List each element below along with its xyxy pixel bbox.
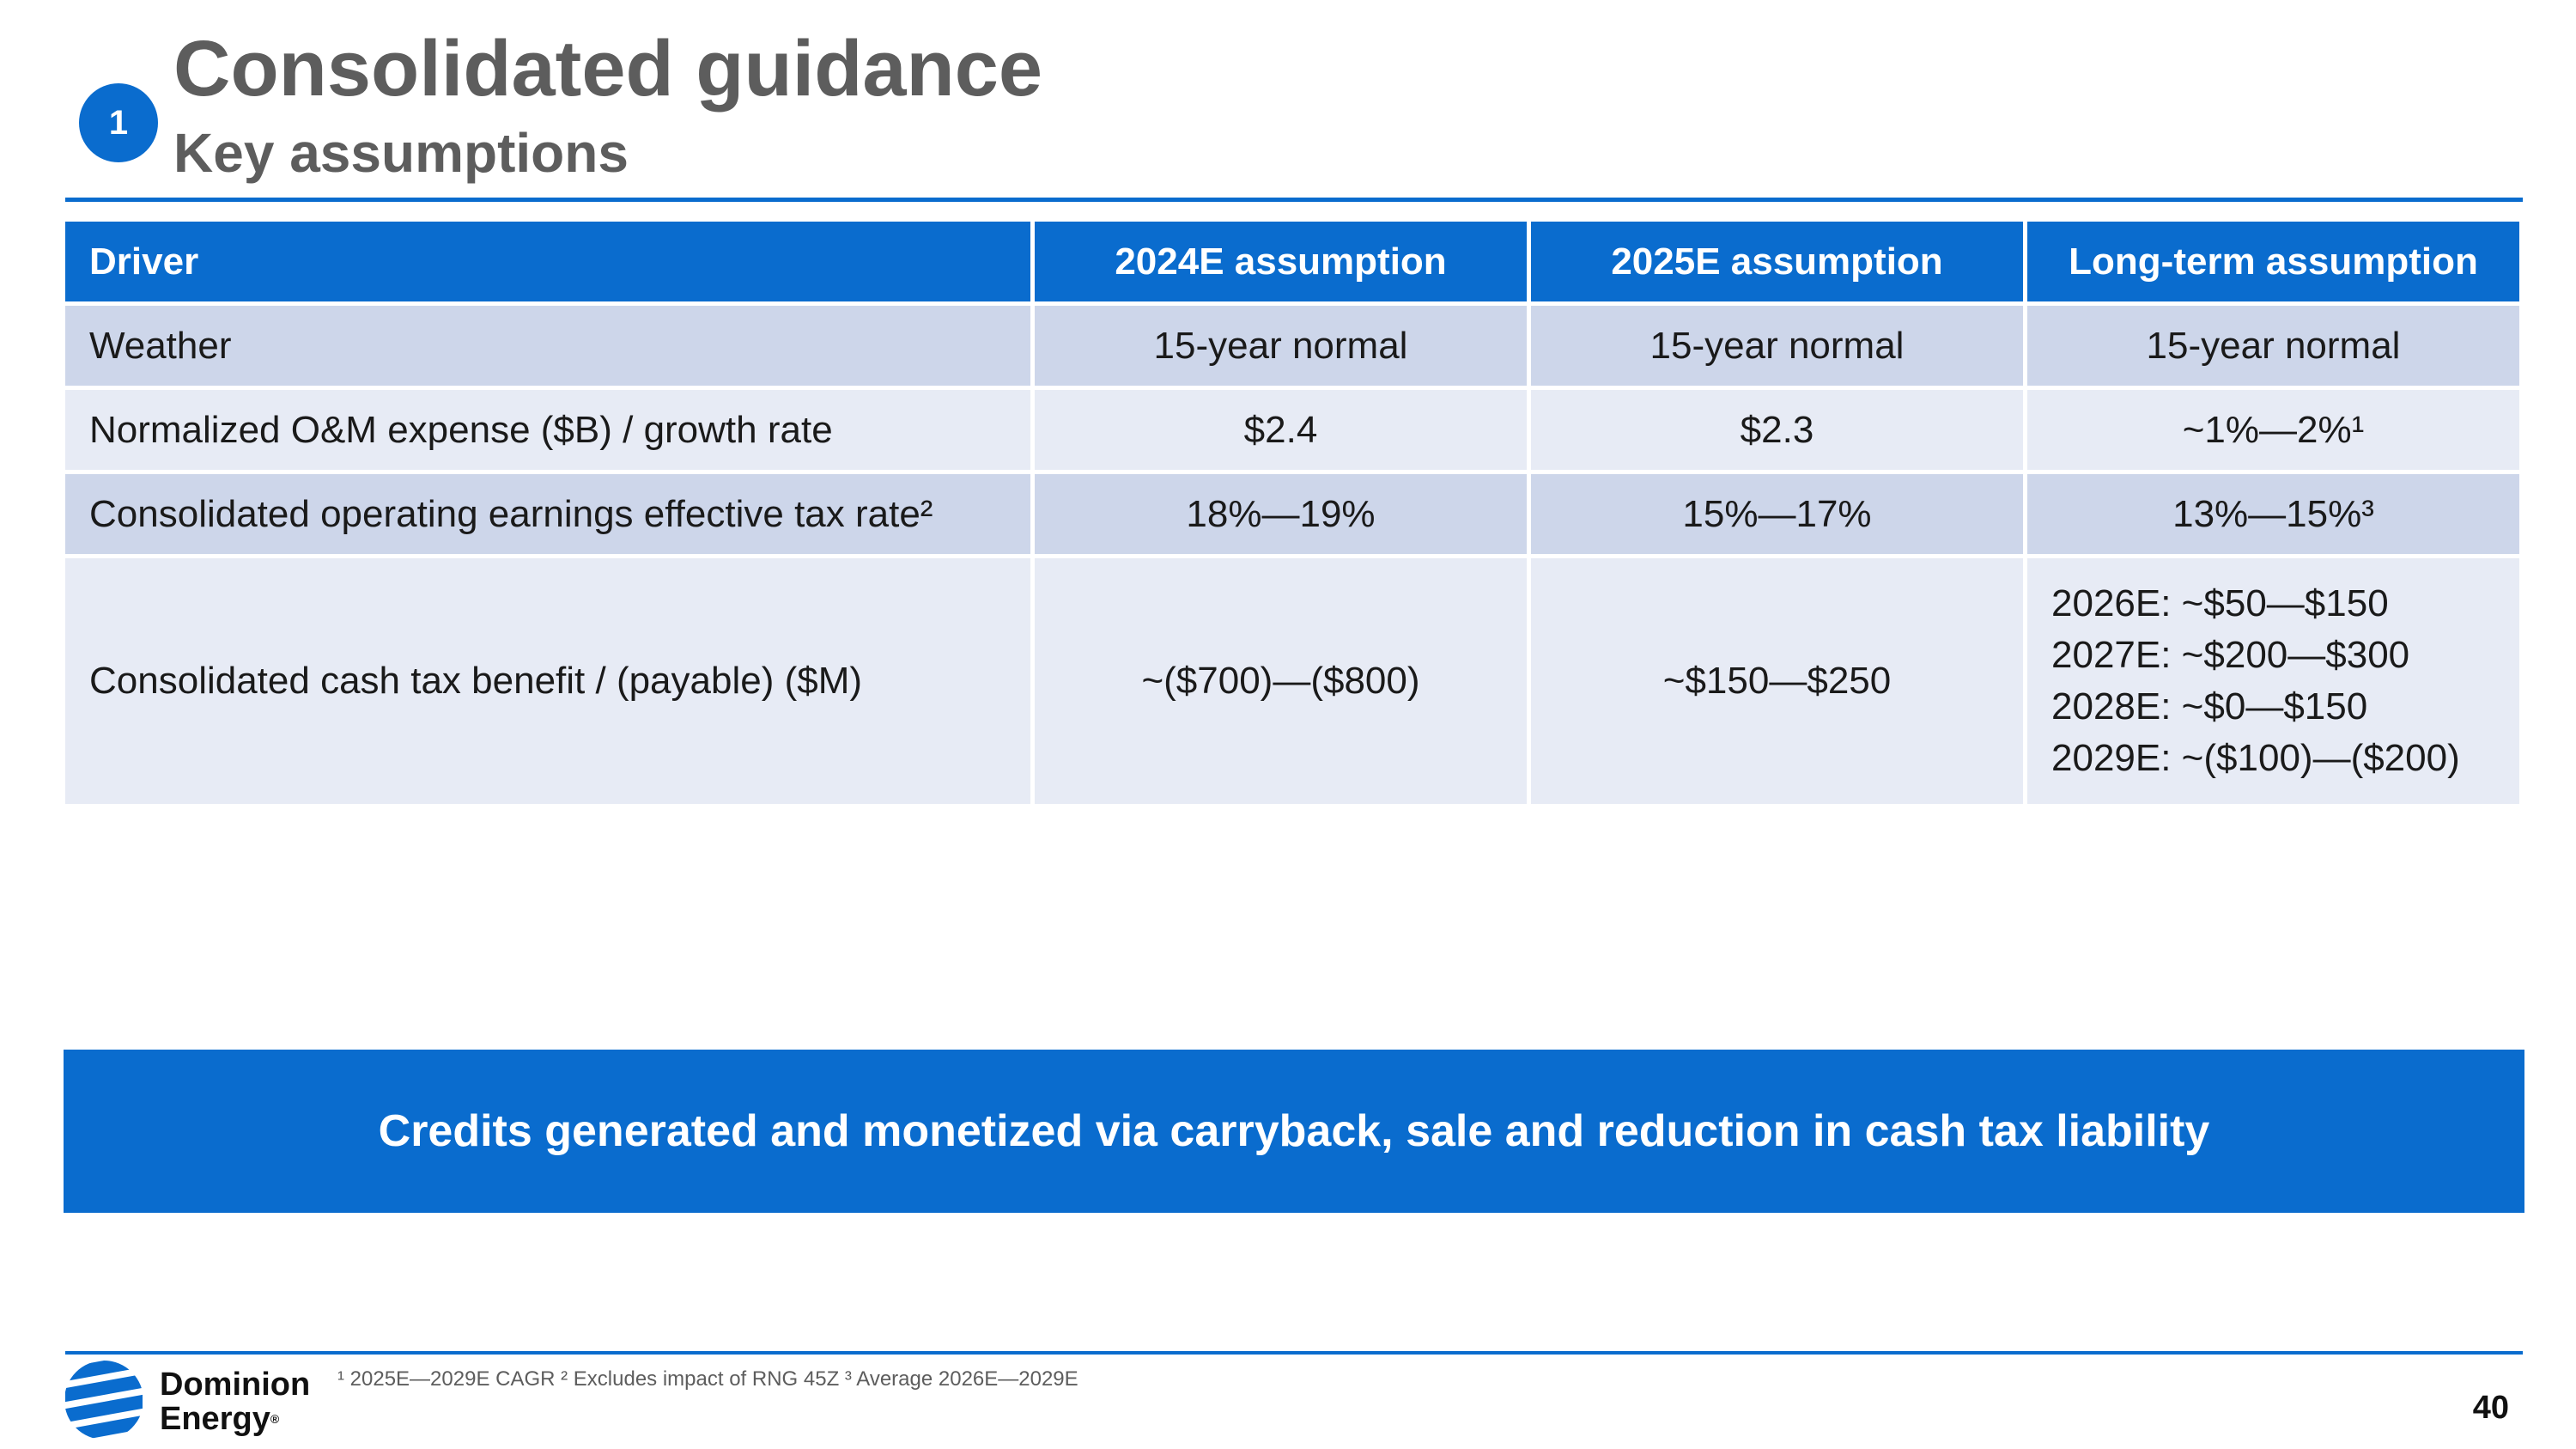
- cash-tax-2028e: 2028E: ~$0—$150: [2051, 685, 2368, 728]
- page-subtitle: Key assumptions: [173, 122, 629, 184]
- cell-2024e: $2.4: [1035, 390, 1527, 470]
- cell-2025e: 15%—17%: [1531, 474, 2023, 554]
- logo-line-2: Energy: [160, 1401, 270, 1437]
- table-row-om-expense: Normalized O&M expense ($B) / growth rat…: [65, 390, 2519, 470]
- assumptions-table: Driver 2024E assumption 2025E assumption…: [61, 217, 2524, 808]
- cell-long-term: 13%—15%³: [2027, 474, 2519, 554]
- dominion-energy-logo-icon: [65, 1361, 143, 1440]
- cell-2025e: ~$150—$250: [1531, 558, 2023, 804]
- logo-wordmark: Dominion Energy®: [160, 1367, 310, 1436]
- callout-banner: Credits generated and monetized via carr…: [64, 1050, 2524, 1213]
- cell-2025e: 15-year normal: [1531, 306, 2023, 386]
- section-badge: 1: [79, 83, 158, 162]
- table-header-row: Driver 2024E assumption 2025E assumption…: [65, 222, 2519, 301]
- cash-tax-2029e: 2029E: ~($100)—($200): [2051, 737, 2460, 779]
- footnotes: ¹ 2025E—2029E CAGR ² Excludes impact of …: [337, 1367, 1078, 1391]
- table-row-cash-tax: Consolidated cash tax benefit / (payable…: [65, 558, 2519, 804]
- table-row-effective-tax-rate: Consolidated operating earnings effectiv…: [65, 474, 2519, 554]
- cell-long-term: 2026E: ~$50—$150 2027E: ~$200—$300 2028E…: [2027, 558, 2519, 804]
- header-divider: [65, 198, 2523, 202]
- cash-tax-2027e: 2027E: ~$200—$300: [2051, 634, 2410, 676]
- cell-driver: Normalized O&M expense ($B) / growth rat…: [65, 390, 1030, 470]
- cell-long-term: ~1%—2%¹: [2027, 390, 2519, 470]
- footer-divider: [65, 1351, 2523, 1355]
- logo-registered-mark: ®: [270, 1412, 280, 1426]
- page-title: Consolidated guidance: [173, 25, 1043, 113]
- cell-2024e: 18%—19%: [1035, 474, 1527, 554]
- table-row-weather: Weather 15-year normal 15-year normal 15…: [65, 306, 2519, 386]
- cell-2025e: $2.3: [1531, 390, 2023, 470]
- cell-driver: Consolidated operating earnings effectiv…: [65, 474, 1030, 554]
- company-logo: Dominion Energy®: [65, 1357, 323, 1443]
- page-number: 40: [2472, 1390, 2509, 1426]
- column-header-long-term: Long-term assumption: [2027, 222, 2519, 301]
- column-header-2024e: 2024E assumption: [1035, 222, 1527, 301]
- cell-2024e: ~($700)—($800): [1035, 558, 1527, 804]
- cell-driver: Weather: [65, 306, 1030, 386]
- column-header-driver: Driver: [65, 222, 1030, 301]
- logo-line-1: Dominion: [160, 1367, 311, 1403]
- cell-2024e: 15-year normal: [1035, 306, 1527, 386]
- column-header-2025e: 2025E assumption: [1531, 222, 2023, 301]
- cell-long-term: 15-year normal: [2027, 306, 2519, 386]
- cash-tax-2026e: 2026E: ~$50—$150: [2051, 582, 2389, 624]
- cell-driver: Consolidated cash tax benefit / (payable…: [65, 558, 1030, 804]
